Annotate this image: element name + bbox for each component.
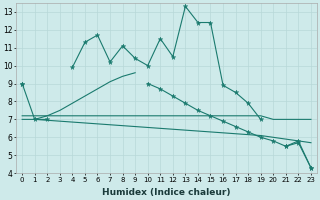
X-axis label: Humidex (Indice chaleur): Humidex (Indice chaleur)	[102, 188, 231, 197]
